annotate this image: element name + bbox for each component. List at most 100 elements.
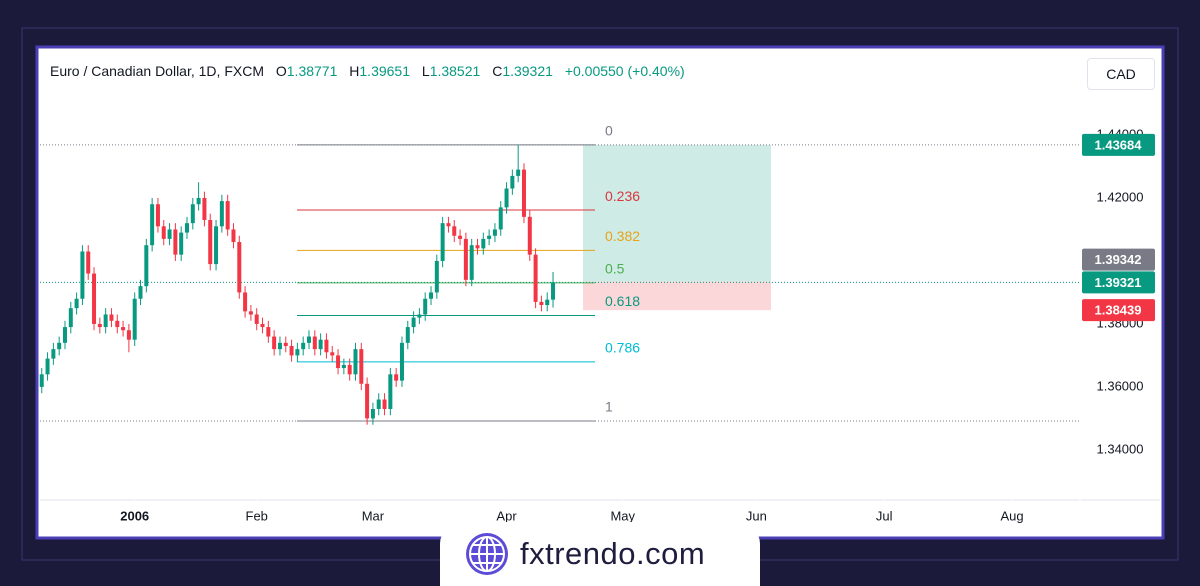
candle-body (51, 349, 56, 359)
candle-body (336, 355, 341, 369)
fib-level-label: 1 (605, 399, 613, 415)
profit-zone (583, 144, 771, 282)
change: +0.00550 (564, 63, 624, 79)
candle-body (179, 232, 184, 255)
candle-body (370, 408, 375, 419)
candle-body (132, 298, 137, 340)
fib-level-label: 0.236 (605, 188, 640, 204)
candle-body (353, 349, 358, 375)
price-tag-label: 1.43684 (1095, 137, 1143, 152)
candle-body (45, 358, 50, 375)
change-percent: (+0.40%) (627, 63, 685, 79)
candle-body (504, 188, 509, 208)
candle-body (463, 238, 468, 280)
candle-body (469, 245, 474, 280)
x-tick-label: May (610, 508, 635, 523)
candle-body (167, 229, 172, 239)
candle-body (312, 336, 317, 350)
candle-body (365, 383, 370, 419)
candle-body (521, 169, 526, 217)
close-label: C (492, 63, 503, 79)
fib-level-label: 0.5 (605, 261, 625, 277)
open-label: O (275, 63, 287, 79)
candle-body (115, 320, 120, 328)
fib-level-label: 0 (605, 123, 613, 139)
candle-body (330, 352, 335, 356)
x-tick-label: 2006 (120, 508, 149, 523)
loss-zone (583, 281, 771, 311)
x-tick-label: Apr (496, 508, 517, 523)
y-tick-label: 1.34000 (1097, 441, 1144, 456)
candle-body (196, 197, 201, 205)
x-tick-label: Jul (876, 508, 893, 523)
candle-body (277, 342, 282, 350)
candle-body (376, 399, 381, 409)
x-tick-label: Feb (246, 508, 268, 523)
y-tick-label: 1.42000 (1097, 189, 1144, 204)
low-value: 1.38521 (429, 63, 481, 79)
candle-body (440, 223, 445, 261)
candle-body (359, 349, 364, 384)
open-value: 1.38771 (286, 63, 338, 79)
candle-body (121, 327, 126, 331)
candle-body (516, 169, 521, 176)
candle-body (248, 311, 253, 315)
candle-body (80, 251, 85, 299)
candle-body (388, 374, 393, 409)
price-tag (1082, 133, 1155, 156)
candle-body (475, 245, 480, 249)
candle-body (539, 301, 544, 306)
candle-body (533, 254, 538, 302)
candle-body (219, 201, 224, 227)
x-tick-label: Aug (1000, 508, 1023, 523)
candle-body (138, 286, 143, 299)
candle-body (551, 282, 556, 300)
y-tick-label: 1.36000 (1097, 378, 1144, 393)
candle-body (74, 298, 79, 309)
candle-body (295, 349, 300, 356)
high-value: 1.39651 (359, 63, 410, 79)
panel (35, 45, 1165, 540)
candle-body (57, 342, 62, 350)
candle-body (97, 323, 102, 328)
candle-body (307, 336, 312, 343)
candle-body (254, 314, 259, 324)
x-tick-label: Jun (746, 508, 767, 523)
x-tick-label: Mar (362, 508, 385, 523)
price-tag (1082, 299, 1155, 322)
candle-body (103, 314, 108, 328)
close-value: 1.39321 (502, 63, 553, 79)
candle-body (126, 330, 131, 340)
candle-body (190, 204, 195, 224)
legend-header: Euro / Canadian Dollar, 1D, FXCM O1.3877… (50, 63, 685, 79)
candle-body (231, 229, 236, 243)
currency-button[interactable]: CAD (1087, 58, 1155, 90)
candle-body (144, 245, 149, 287)
candle-body (289, 345, 294, 356)
candle-body (173, 229, 178, 255)
candle-body (39, 374, 44, 387)
candle-body (318, 339, 323, 350)
fib-level-label: 0.382 (605, 228, 640, 244)
candle-body (272, 336, 277, 350)
price-tag (1082, 248, 1155, 271)
candle-body (202, 197, 207, 220)
candle-body (86, 251, 91, 274)
candle-body (446, 223, 451, 227)
candle-body (208, 220, 213, 265)
candle-body (109, 314, 114, 321)
candle-body (492, 229, 497, 236)
candle-body (429, 292, 434, 299)
high-label: H (349, 63, 360, 79)
candle-body (301, 342, 306, 350)
candle-body (283, 342, 288, 346)
candle-body (266, 327, 271, 337)
candle-body (411, 317, 416, 328)
candle-body (68, 308, 73, 328)
candle-body (452, 226, 457, 236)
candle-body (214, 226, 219, 265)
candle-body (394, 374, 399, 381)
candle-body (260, 323, 265, 328)
